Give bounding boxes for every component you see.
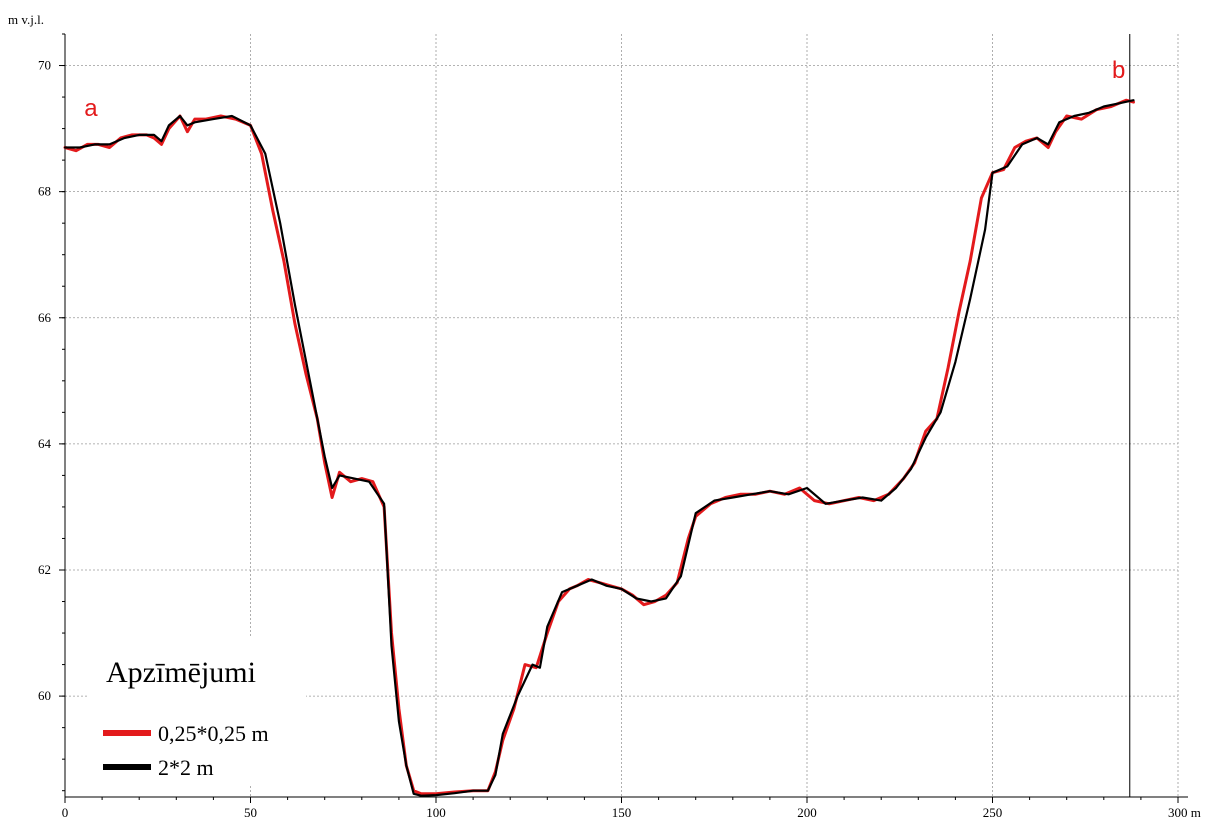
legend: Apzīmējumi 0,25*0,25 m 2*2 m bbox=[88, 637, 306, 785]
y-axis-unit-label: m v.j.l. bbox=[8, 12, 44, 27]
y-tick-label: 62 bbox=[38, 562, 51, 577]
x-tick-label: 0 bbox=[62, 805, 69, 820]
series-line-black bbox=[63, 99, 1135, 797]
axes: 0 50 100 150 200 250 300 m 60 62 64 66 68 70 m v.j.l. bbox=[8, 12, 1201, 820]
x-tick-label: 250 bbox=[983, 805, 1003, 820]
x-tick-label: 50 bbox=[244, 805, 257, 820]
x-tick-label: 100 bbox=[426, 805, 446, 820]
series-layer bbox=[63, 98, 1135, 797]
y-tick-label: 70 bbox=[38, 58, 51, 73]
y-tick-label: 68 bbox=[38, 184, 51, 199]
x-tick-label: 150 bbox=[612, 805, 632, 820]
x-tick-label: 300 m bbox=[1168, 805, 1201, 820]
legend-title: Apzīmējumi bbox=[106, 656, 256, 689]
x-tick-label: 200 bbox=[797, 805, 817, 820]
legend-box bbox=[88, 637, 306, 785]
y-tick-label: 66 bbox=[38, 310, 52, 325]
annotations: ab bbox=[84, 57, 1125, 122]
y-tick-label: 64 bbox=[38, 436, 52, 451]
profile-point-b: b bbox=[1112, 57, 1125, 84]
legend-item-black: 2*2 m bbox=[158, 755, 214, 780]
legend-item-red: 0,25*0,25 m bbox=[158, 721, 269, 746]
y-tick-label: 60 bbox=[38, 688, 51, 703]
profile-point-a: a bbox=[84, 95, 98, 122]
